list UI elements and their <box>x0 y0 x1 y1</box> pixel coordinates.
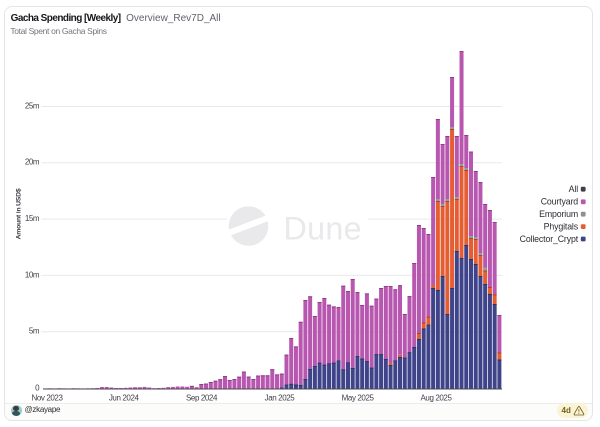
svg-text:Dune: Dune <box>284 211 362 247</box>
svg-text:Sep 2024: Sep 2024 <box>186 394 218 403</box>
svg-text:Collector_Crypt: Collector_Crypt <box>520 234 579 244</box>
svg-text:All: All <box>569 184 579 194</box>
svg-text:Jun 2024: Jun 2024 <box>109 394 140 403</box>
svg-text:0: 0 <box>35 384 40 393</box>
svg-text:Jan 2025: Jan 2025 <box>265 394 296 403</box>
svg-text:May 2025: May 2025 <box>342 394 375 403</box>
svg-text:10m: 10m <box>25 270 40 279</box>
svg-text:25m: 25m <box>25 101 40 110</box>
svg-text:15m: 15m <box>25 214 40 223</box>
svg-text:Courtyard: Courtyard <box>541 197 579 207</box>
svg-text:Aug 2025: Aug 2025 <box>420 394 452 403</box>
svg-text:5m: 5m <box>29 327 40 336</box>
svg-text:Nov 2023: Nov 2023 <box>31 394 63 403</box>
svg-text:Emporium: Emporium <box>539 209 578 219</box>
svg-text:20m: 20m <box>25 158 40 167</box>
svg-text:Amount in USD$: Amount in USD$ <box>16 188 23 239</box>
svg-text:Phygitals: Phygitals <box>544 222 579 232</box>
